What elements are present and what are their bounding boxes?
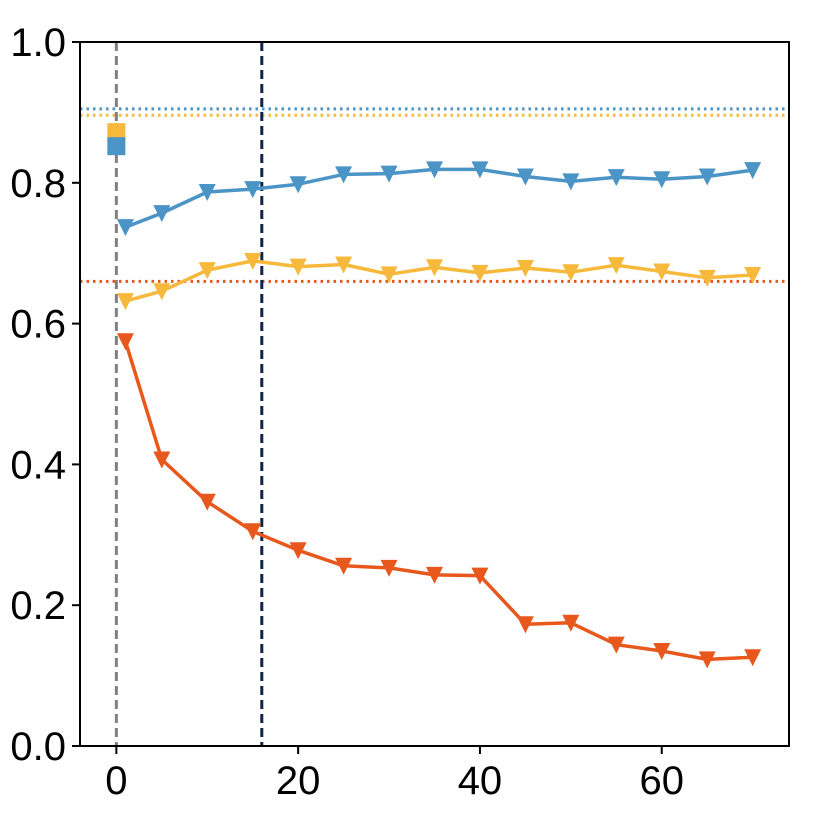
point-yellow-7	[426, 259, 443, 277]
point-yellow-3	[244, 252, 262, 270]
x-tick-label-2: 40	[458, 759, 503, 803]
y-tick-label-4: 0.8	[10, 162, 66, 206]
point-orange-11	[607, 636, 625, 654]
plot-frame	[79, 41, 790, 747]
point-blue-4	[289, 176, 307, 194]
point-blue-9	[516, 168, 534, 186]
point-yellow-12	[653, 263, 671, 281]
square-marker-1	[107, 137, 126, 156]
point-blue-1	[153, 205, 171, 223]
series-line-orange	[123, 340, 753, 662]
point-blue-6	[380, 165, 398, 183]
point-yellow-6	[380, 266, 398, 284]
y-tick-label-2: 0.4	[10, 443, 66, 487]
point-yellow-9	[516, 259, 534, 277]
point-blue-0	[116, 219, 134, 237]
point-orange-12	[653, 642, 671, 660]
reference-lines	[80, 42, 789, 746]
point-orange-2	[198, 493, 216, 511]
point-orange-4	[289, 542, 307, 560]
point-yellow-0	[116, 293, 134, 311]
y-axis-ticks: 0.0 0.2 0.4 0.6 0.8 1.0	[10, 21, 80, 769]
x-tick-label-3: 60	[639, 759, 684, 803]
point-yellow-2	[198, 262, 216, 280]
x-tick-label-1: 20	[276, 759, 321, 803]
point-orange-13	[698, 651, 716, 669]
point-orange-3	[244, 523, 262, 541]
y-tick-label-0: 0.0	[10, 725, 66, 769]
point-blue-7	[426, 161, 443, 179]
point-orange-5	[335, 557, 353, 575]
point-blue-14	[744, 162, 762, 180]
point-yellow-10	[562, 264, 580, 282]
x-tick-label-0: 0	[105, 759, 127, 803]
point-yellow-4	[289, 258, 307, 276]
point-blue-3	[244, 181, 262, 199]
point-orange-14	[744, 649, 762, 667]
point-yellow-11	[607, 257, 625, 275]
y-tick-label-5: 1.0	[10, 21, 66, 65]
y-tick-label-3: 0.6	[10, 303, 66, 347]
point-yellow-13	[698, 269, 716, 287]
point-orange-9	[516, 616, 534, 634]
point-blue-2	[198, 183, 216, 201]
point-orange-0	[116, 333, 134, 351]
x-axis-ticks: 0 20 40 60	[105, 746, 684, 803]
point-yellow-1	[153, 283, 171, 301]
point-orange-6	[380, 559, 398, 577]
point-orange-1	[153, 451, 171, 469]
square-marker-0	[107, 123, 126, 142]
square-markers	[107, 123, 126, 156]
point-yellow-14	[744, 267, 762, 285]
point-orange-10	[562, 614, 580, 632]
y-tick-label-1: 0.2	[10, 584, 66, 628]
point-blue-5	[335, 166, 353, 184]
point-yellow-5	[335, 256, 353, 274]
point-orange-8	[471, 567, 489, 585]
point-blue-11	[607, 169, 625, 187]
point-blue-13	[698, 168, 716, 186]
point-orange-7	[426, 566, 443, 584]
point-yellow-8	[471, 264, 489, 282]
point-blue-10	[562, 173, 580, 191]
point-blue-12	[653, 171, 671, 189]
series-lines	[123, 167, 753, 662]
series-markers	[116, 161, 762, 669]
point-blue-8	[471, 161, 489, 179]
